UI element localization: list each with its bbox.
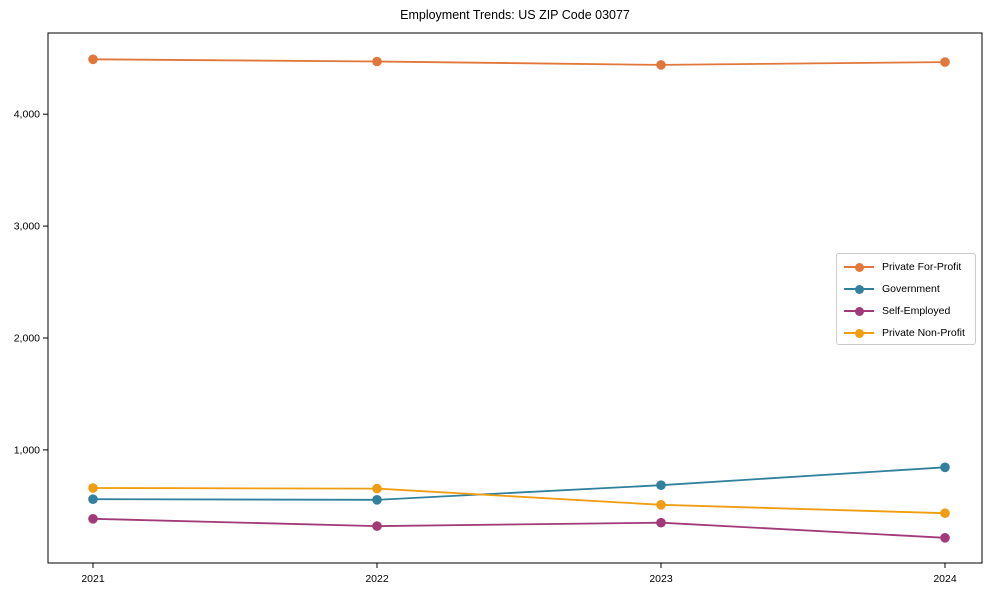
data-point-marker xyxy=(656,500,666,510)
legend-label: Government xyxy=(882,283,940,295)
legend-item-government: Government xyxy=(837,278,975,300)
y-tick-label: 1,000 xyxy=(14,444,40,456)
legend-item-private-non-profit: Private Non-Profit xyxy=(837,322,975,344)
data-point-marker xyxy=(656,480,666,491)
data-point-marker xyxy=(656,517,666,528)
legend: Private For-Profit Government Self-Emplo… xyxy=(836,253,976,345)
data-point-marker xyxy=(940,508,950,518)
legend-label: Private For-Profit xyxy=(882,261,962,273)
y-tick-label: 4,000 xyxy=(14,109,40,121)
data-point-marker xyxy=(372,521,382,531)
x-tick-label: 2023 xyxy=(649,573,673,585)
series-line xyxy=(92,517,946,539)
legend-item-self-employed: Self-Employed xyxy=(837,300,975,322)
x-tick-label: 2022 xyxy=(365,573,389,585)
x-tick-label: 2024 xyxy=(933,573,957,585)
series-line xyxy=(92,466,946,501)
legend-marker-icon xyxy=(844,284,874,294)
chart-title: Employment Trends: US ZIP Code 03077 xyxy=(400,8,630,22)
data-point-marker xyxy=(372,56,382,67)
data-point-marker xyxy=(372,495,382,505)
legend-label: Private Non-Profit xyxy=(882,327,965,339)
y-tick-label: 3,000 xyxy=(14,221,40,233)
legend-item-private-for-profit: Private For-Profit xyxy=(837,256,975,278)
data-point-marker xyxy=(88,483,98,493)
data-point-marker xyxy=(88,54,98,65)
data-point-marker xyxy=(372,483,382,494)
y-tick-label: 2,000 xyxy=(14,333,40,345)
data-point-marker xyxy=(656,60,666,70)
series-line xyxy=(92,487,946,515)
x-tick-label: 2021 xyxy=(81,573,105,585)
series-line xyxy=(92,58,946,66)
data-point-marker xyxy=(940,533,950,543)
legend-label: Self-Employed xyxy=(882,305,951,317)
legend-marker-icon xyxy=(844,306,874,316)
legend-marker-icon xyxy=(844,262,874,272)
legend-marker-icon xyxy=(844,328,874,338)
data-point-marker xyxy=(940,462,950,473)
data-point-marker xyxy=(940,57,950,67)
data-point-marker xyxy=(88,494,98,505)
plot-border xyxy=(47,32,983,564)
data-point-marker xyxy=(88,514,98,524)
